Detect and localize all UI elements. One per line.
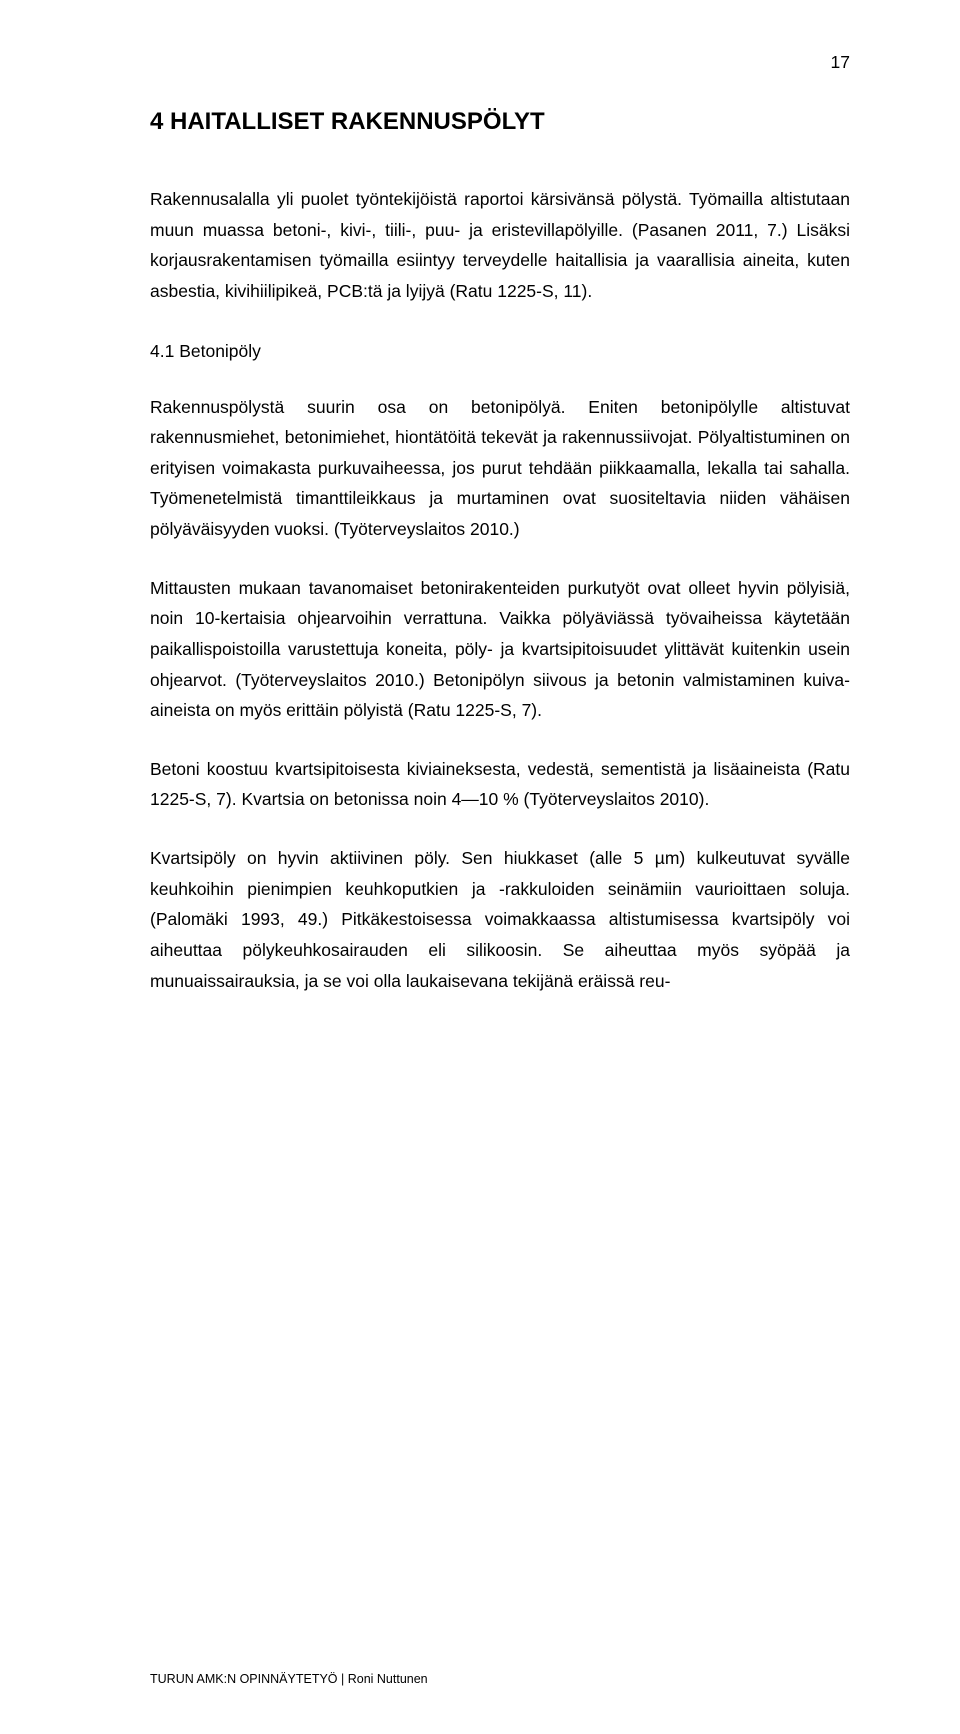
intro-paragraph: Rakennusalalla yli puolet työntekijöistä… — [150, 184, 850, 307]
page-number: 17 — [831, 52, 850, 73]
subsection-heading: 4.1 Betonipöly — [150, 341, 850, 362]
body-paragraph: Rakennuspölystä suurin osa on betonipöly… — [150, 392, 850, 545]
document-page: 17 4 HAITALLISET RAKENNUSPÖLYT Rakennusa… — [0, 0, 960, 1734]
body-paragraph: Mittausten mukaan tavanomaiset betonirak… — [150, 573, 850, 726]
body-paragraph: Kvartsipöly on hyvin aktiivinen pöly. Se… — [150, 843, 850, 996]
section-heading: 4 HAITALLISET RAKENNUSPÖLYT — [150, 108, 850, 136]
body-paragraph: Betoni koostuu kvartsipitoisesta kiviain… — [150, 754, 850, 815]
page-footer: TURUN AMK:N OPINNÄYTETYÖ | Roni Nuttunen — [150, 1672, 428, 1686]
